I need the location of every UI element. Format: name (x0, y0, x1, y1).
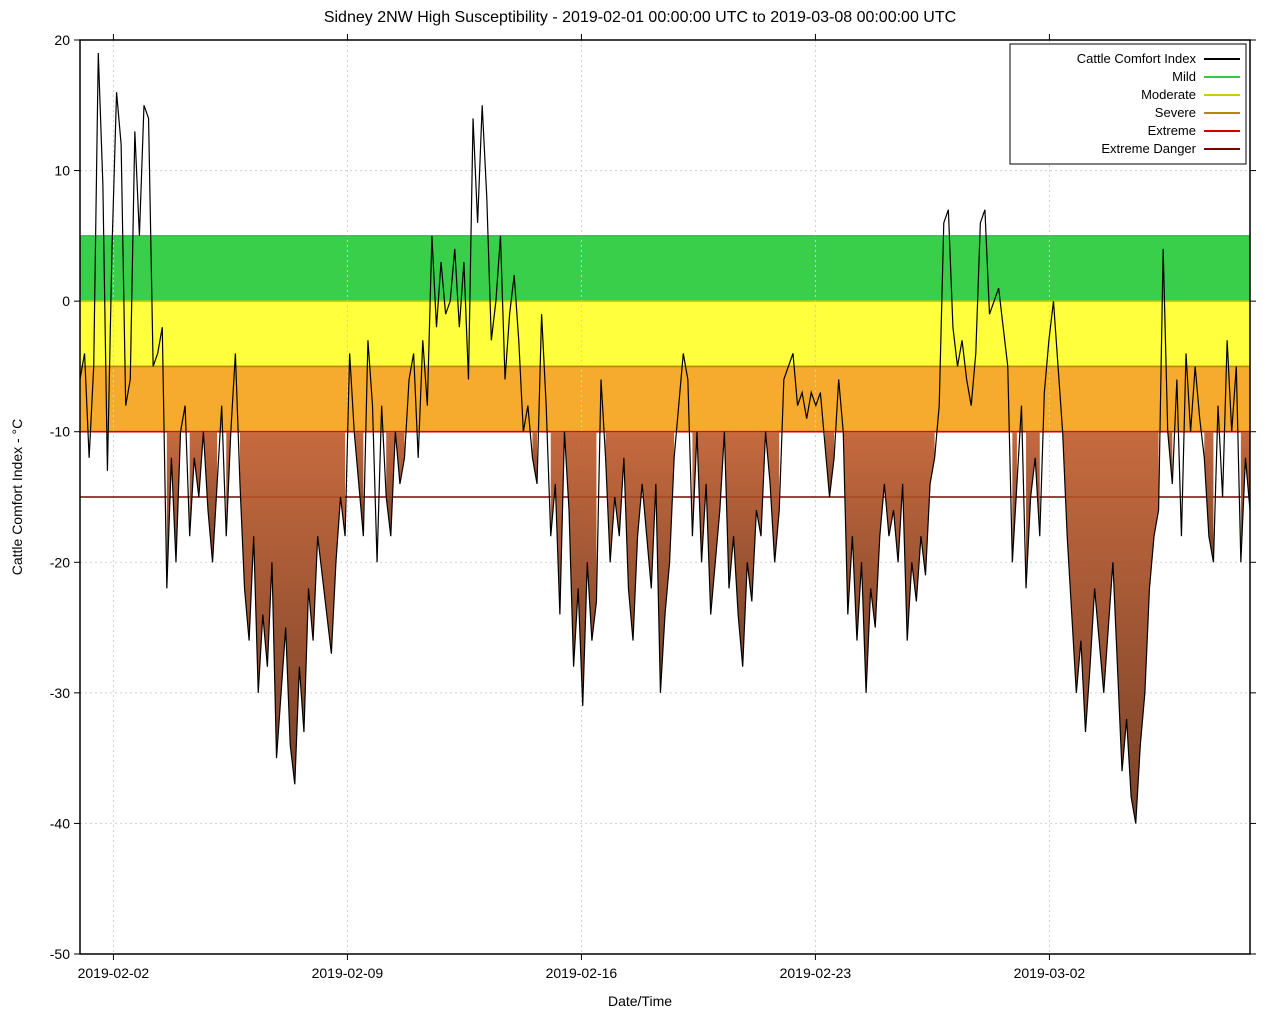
chart-svg: Sidney 2NW High Susceptibility - 2019-02… (0, 0, 1280, 1024)
legend-label: Cattle Comfort Index (1077, 51, 1197, 66)
legend: Cattle Comfort Index Mild Moderate Severe Ex… (1010, 44, 1246, 164)
svg-text:2019-02-23: 2019-02-23 (780, 965, 852, 981)
svg-text:10: 10 (54, 163, 70, 179)
legend-label: Mild (1172, 69, 1196, 84)
legend-label: Extreme (1148, 123, 1196, 138)
band (80, 301, 1250, 366)
svg-text:Cattle Comfort Index - °C: Cattle Comfort Index - °C (9, 419, 25, 576)
svg-text:20: 20 (54, 32, 70, 48)
legend-label: Moderate (1141, 87, 1196, 102)
svg-text:Date/Time: Date/Time (608, 993, 672, 1009)
svg-text:-30: -30 (50, 685, 70, 701)
svg-text:0: 0 (62, 293, 70, 309)
svg-text:2019-02-02: 2019-02-02 (78, 965, 150, 981)
svg-text:2019-02-16: 2019-02-16 (546, 965, 618, 981)
svg-text:2019-02-09: 2019-02-09 (312, 965, 384, 981)
band (80, 366, 1250, 431)
svg-text:-10: -10 (50, 424, 70, 440)
svg-text:Sidney 2NW High Susceptibility: Sidney 2NW High Susceptibility - 2019-02… (324, 9, 956, 26)
svg-text:2019-03-02: 2019-03-02 (1014, 965, 1086, 981)
svg-text:-20: -20 (50, 554, 70, 570)
legend-label: Severe (1155, 105, 1196, 120)
svg-text:-40: -40 (50, 815, 70, 831)
svg-text:-50: -50 (50, 946, 70, 962)
legend-label: Extreme Danger (1101, 141, 1196, 156)
band (80, 236, 1250, 301)
chart-container: Sidney 2NW High Susceptibility - 2019-02… (0, 0, 1280, 1024)
